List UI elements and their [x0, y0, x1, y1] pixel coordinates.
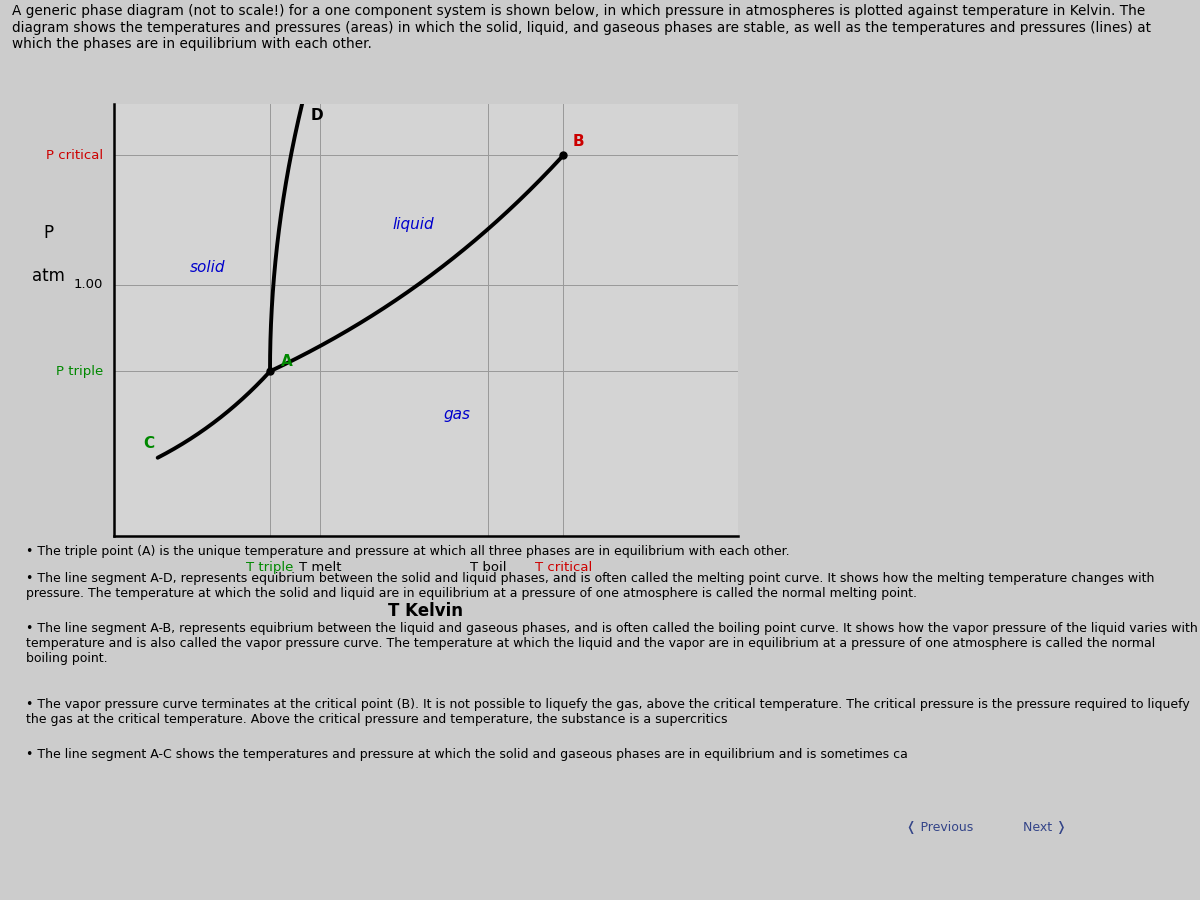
- Text: C: C: [144, 436, 155, 451]
- Text: T melt: T melt: [299, 562, 341, 574]
- Text: • The triple point (A) is the unique temperature and pressure at which all three: • The triple point (A) is the unique tem…: [26, 545, 790, 558]
- Text: solid: solid: [190, 260, 226, 275]
- Text: D: D: [311, 108, 323, 122]
- Text: P: P: [43, 224, 54, 242]
- Text: T Kelvin: T Kelvin: [389, 602, 463, 620]
- Text: B: B: [572, 134, 584, 148]
- Text: atm: atm: [32, 267, 65, 285]
- Text: P triple: P triple: [55, 364, 103, 378]
- Text: • The line segment A-B, represents equibrium between the liquid and gaseous phas: • The line segment A-B, represents equib…: [26, 623, 1198, 665]
- Text: liquid: liquid: [392, 217, 434, 232]
- Text: • The line segment A-C shows the temperatures and pressure at which the solid an: • The line segment A-C shows the tempera…: [26, 749, 908, 761]
- Text: A generic phase diagram (not to scale!) for a one component system is shown belo: A generic phase diagram (not to scale!) …: [12, 4, 1151, 51]
- Text: • The vapor pressure curve terminates at the critical point (B). It is not possi: • The vapor pressure curve terminates at…: [26, 698, 1190, 725]
- Text: T triple: T triple: [246, 562, 294, 574]
- Text: • The line segment A-D, represents equibrium between the solid and liquid phases: • The line segment A-D, represents equib…: [26, 572, 1154, 599]
- Text: gas: gas: [444, 407, 470, 422]
- Text: T critical: T critical: [535, 562, 592, 574]
- Text: ❬ Previous: ❬ Previous: [906, 821, 973, 833]
- Text: A: A: [281, 355, 293, 369]
- Text: Next ❭: Next ❭: [1024, 821, 1067, 833]
- Text: T boil: T boil: [470, 562, 506, 574]
- Text: P critical: P critical: [46, 148, 103, 162]
- Text: 1.00: 1.00: [73, 278, 103, 292]
